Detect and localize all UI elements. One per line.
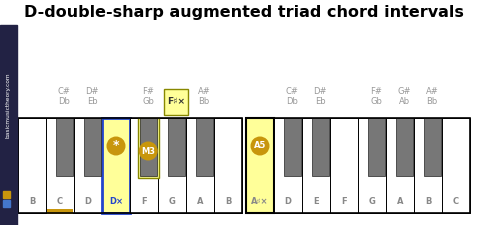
Text: D×: D× bbox=[109, 197, 123, 206]
Bar bbox=[46, 118, 74, 213]
Bar bbox=[396, 118, 412, 176]
Bar bbox=[164, 89, 188, 115]
Bar bbox=[102, 118, 130, 213]
Text: F: F bbox=[141, 197, 147, 206]
Text: B: B bbox=[425, 197, 431, 206]
Text: C: C bbox=[57, 197, 63, 206]
Text: A: A bbox=[397, 197, 403, 206]
Text: B: B bbox=[29, 197, 35, 206]
Text: A#: A# bbox=[426, 87, 439, 96]
Bar bbox=[246, 118, 274, 213]
Circle shape bbox=[107, 137, 126, 155]
Bar bbox=[168, 118, 185, 176]
Text: M3: M3 bbox=[141, 146, 155, 155]
Text: C#: C# bbox=[286, 87, 299, 96]
Text: Ab: Ab bbox=[399, 97, 410, 106]
Text: D: D bbox=[85, 197, 92, 206]
Bar bbox=[274, 118, 302, 213]
Bar bbox=[284, 118, 300, 176]
Text: Bb: Bb bbox=[427, 97, 438, 106]
Text: F#: F# bbox=[142, 87, 154, 96]
Bar bbox=[47, 209, 73, 214]
Circle shape bbox=[139, 142, 158, 160]
Text: A#: A# bbox=[198, 87, 210, 96]
Text: F: F bbox=[341, 197, 347, 206]
Bar bbox=[0, 25, 17, 225]
Bar bbox=[140, 118, 157, 176]
Bar bbox=[84, 118, 101, 176]
Text: C: C bbox=[453, 197, 459, 206]
Text: Gb: Gb bbox=[142, 97, 154, 106]
Text: B: B bbox=[225, 197, 231, 206]
Bar bbox=[18, 118, 242, 213]
Bar bbox=[74, 118, 102, 213]
Bar bbox=[442, 118, 470, 213]
Bar bbox=[312, 118, 329, 176]
Bar bbox=[56, 118, 73, 176]
Text: Gb: Gb bbox=[370, 97, 382, 106]
Text: D#: D# bbox=[314, 87, 327, 96]
Bar bbox=[214, 118, 242, 213]
Text: Db: Db bbox=[286, 97, 298, 106]
Text: F♯×: F♯× bbox=[167, 97, 185, 106]
Text: F#: F# bbox=[370, 87, 382, 96]
Bar bbox=[3, 191, 10, 198]
Text: G#: G# bbox=[397, 87, 411, 96]
Text: C#: C# bbox=[58, 87, 71, 96]
Bar bbox=[386, 118, 414, 213]
Text: G: G bbox=[169, 197, 175, 206]
Text: A: A bbox=[197, 197, 203, 206]
Bar bbox=[330, 118, 358, 213]
Bar bbox=[158, 118, 186, 213]
Bar bbox=[130, 118, 158, 213]
Text: A♯×: A♯× bbox=[251, 197, 269, 206]
Bar bbox=[196, 118, 213, 176]
Text: Eb: Eb bbox=[315, 97, 325, 106]
Text: basicmusictheory.com: basicmusictheory.com bbox=[6, 72, 11, 138]
Text: A5: A5 bbox=[254, 142, 266, 151]
Bar bbox=[3, 200, 10, 207]
Bar bbox=[18, 118, 46, 213]
Text: Db: Db bbox=[58, 97, 70, 106]
Bar bbox=[358, 118, 386, 213]
Bar bbox=[302, 118, 330, 213]
Bar bbox=[186, 118, 214, 213]
Text: E: E bbox=[313, 197, 319, 206]
Text: D#: D# bbox=[85, 87, 99, 96]
Text: D: D bbox=[284, 197, 292, 206]
Text: G: G bbox=[369, 197, 375, 206]
Bar bbox=[246, 118, 470, 213]
Bar bbox=[102, 118, 130, 213]
Bar bbox=[424, 118, 441, 176]
Bar bbox=[368, 118, 385, 176]
Text: D-double-sharp augmented triad chord intervals: D-double-sharp augmented triad chord int… bbox=[23, 5, 464, 20]
Text: Eb: Eb bbox=[87, 97, 97, 106]
Bar bbox=[138, 118, 159, 178]
Bar bbox=[414, 118, 442, 213]
Circle shape bbox=[250, 137, 269, 155]
Text: Bb: Bb bbox=[199, 97, 210, 106]
Text: *: * bbox=[113, 140, 119, 153]
